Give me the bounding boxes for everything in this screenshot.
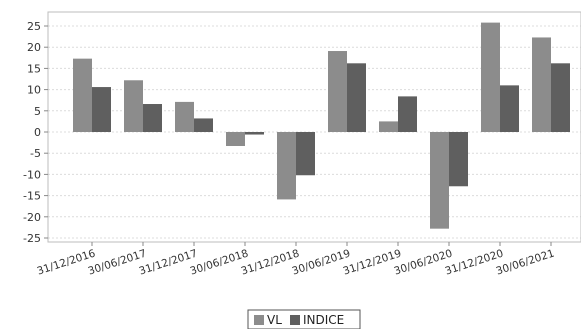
bar-vl-9 — [532, 37, 551, 132]
bar-vl-1 — [124, 80, 143, 132]
x-tick-label: 30/06/2017 — [87, 247, 148, 277]
y-tick-label: 15 — [27, 62, 41, 75]
x-tick-label: 31/12/2020 — [444, 247, 505, 277]
y-tick-label: 20 — [27, 41, 41, 54]
bar-vl-5 — [328, 51, 347, 132]
bar-indice-3 — [245, 132, 264, 135]
x-tick-label: 30/06/2019 — [291, 247, 352, 277]
bar-indice-2 — [194, 118, 213, 132]
bar-vl-4 — [277, 132, 296, 200]
x-axis: 31/12/201630/06/201731/12/201730/06/2018… — [36, 242, 556, 278]
bar-indice-6 — [398, 96, 417, 132]
bar-indice-4 — [296, 132, 315, 176]
bar-vl-7 — [430, 132, 449, 229]
y-tick-label: -20 — [23, 211, 41, 224]
plot-area — [47, 11, 581, 243]
bars — [73, 22, 570, 229]
x-tick-label: 31/12/2017 — [138, 247, 199, 277]
x-tick-label: 30/06/2021 — [495, 247, 556, 277]
legend-box — [247, 309, 361, 329]
bar-indice-8 — [500, 85, 519, 132]
bar-vl-6 — [379, 121, 398, 132]
x-tick-label: 30/06/2018 — [189, 247, 250, 277]
y-tick-label: 5 — [34, 105, 41, 118]
y-tick-label: -15 — [23, 190, 41, 203]
y-tick-label: -10 — [23, 168, 41, 181]
bar-vl-0 — [73, 58, 92, 133]
legend-swatch-indice — [290, 315, 300, 325]
bar-indice-7 — [449, 132, 468, 187]
bar-indice-1 — [143, 104, 162, 132]
legend-swatch-vl — [254, 315, 264, 325]
legend-label-indice: INDICE — [303, 313, 344, 327]
bar-indice-5 — [347, 63, 366, 133]
bar-vl-8 — [481, 22, 500, 132]
x-tick-label: 31/12/2018 — [240, 247, 301, 277]
y-axis: 25 20 15 10 5 0 -5 -10 -15 -20 -25 — [23, 20, 48, 245]
y-tick-label: 0 — [34, 126, 41, 139]
x-tick-label: 30/06/2020 — [393, 247, 454, 277]
bar-vl-3 — [226, 132, 245, 146]
bar-vl-2 — [175, 101, 194, 132]
bar-indice-9 — [551, 63, 570, 133]
y-tick-label: 25 — [27, 20, 41, 33]
legend: VL INDICE — [247, 309, 361, 329]
x-tick-label: 31/12/2019 — [342, 247, 403, 277]
bar-indice-0 — [92, 87, 111, 132]
y-tick-label: -5 — [30, 147, 41, 160]
y-tick-label: 10 — [27, 84, 41, 97]
y-tick-label: -25 — [23, 232, 41, 245]
legend-label-vl: VL — [267, 313, 282, 327]
